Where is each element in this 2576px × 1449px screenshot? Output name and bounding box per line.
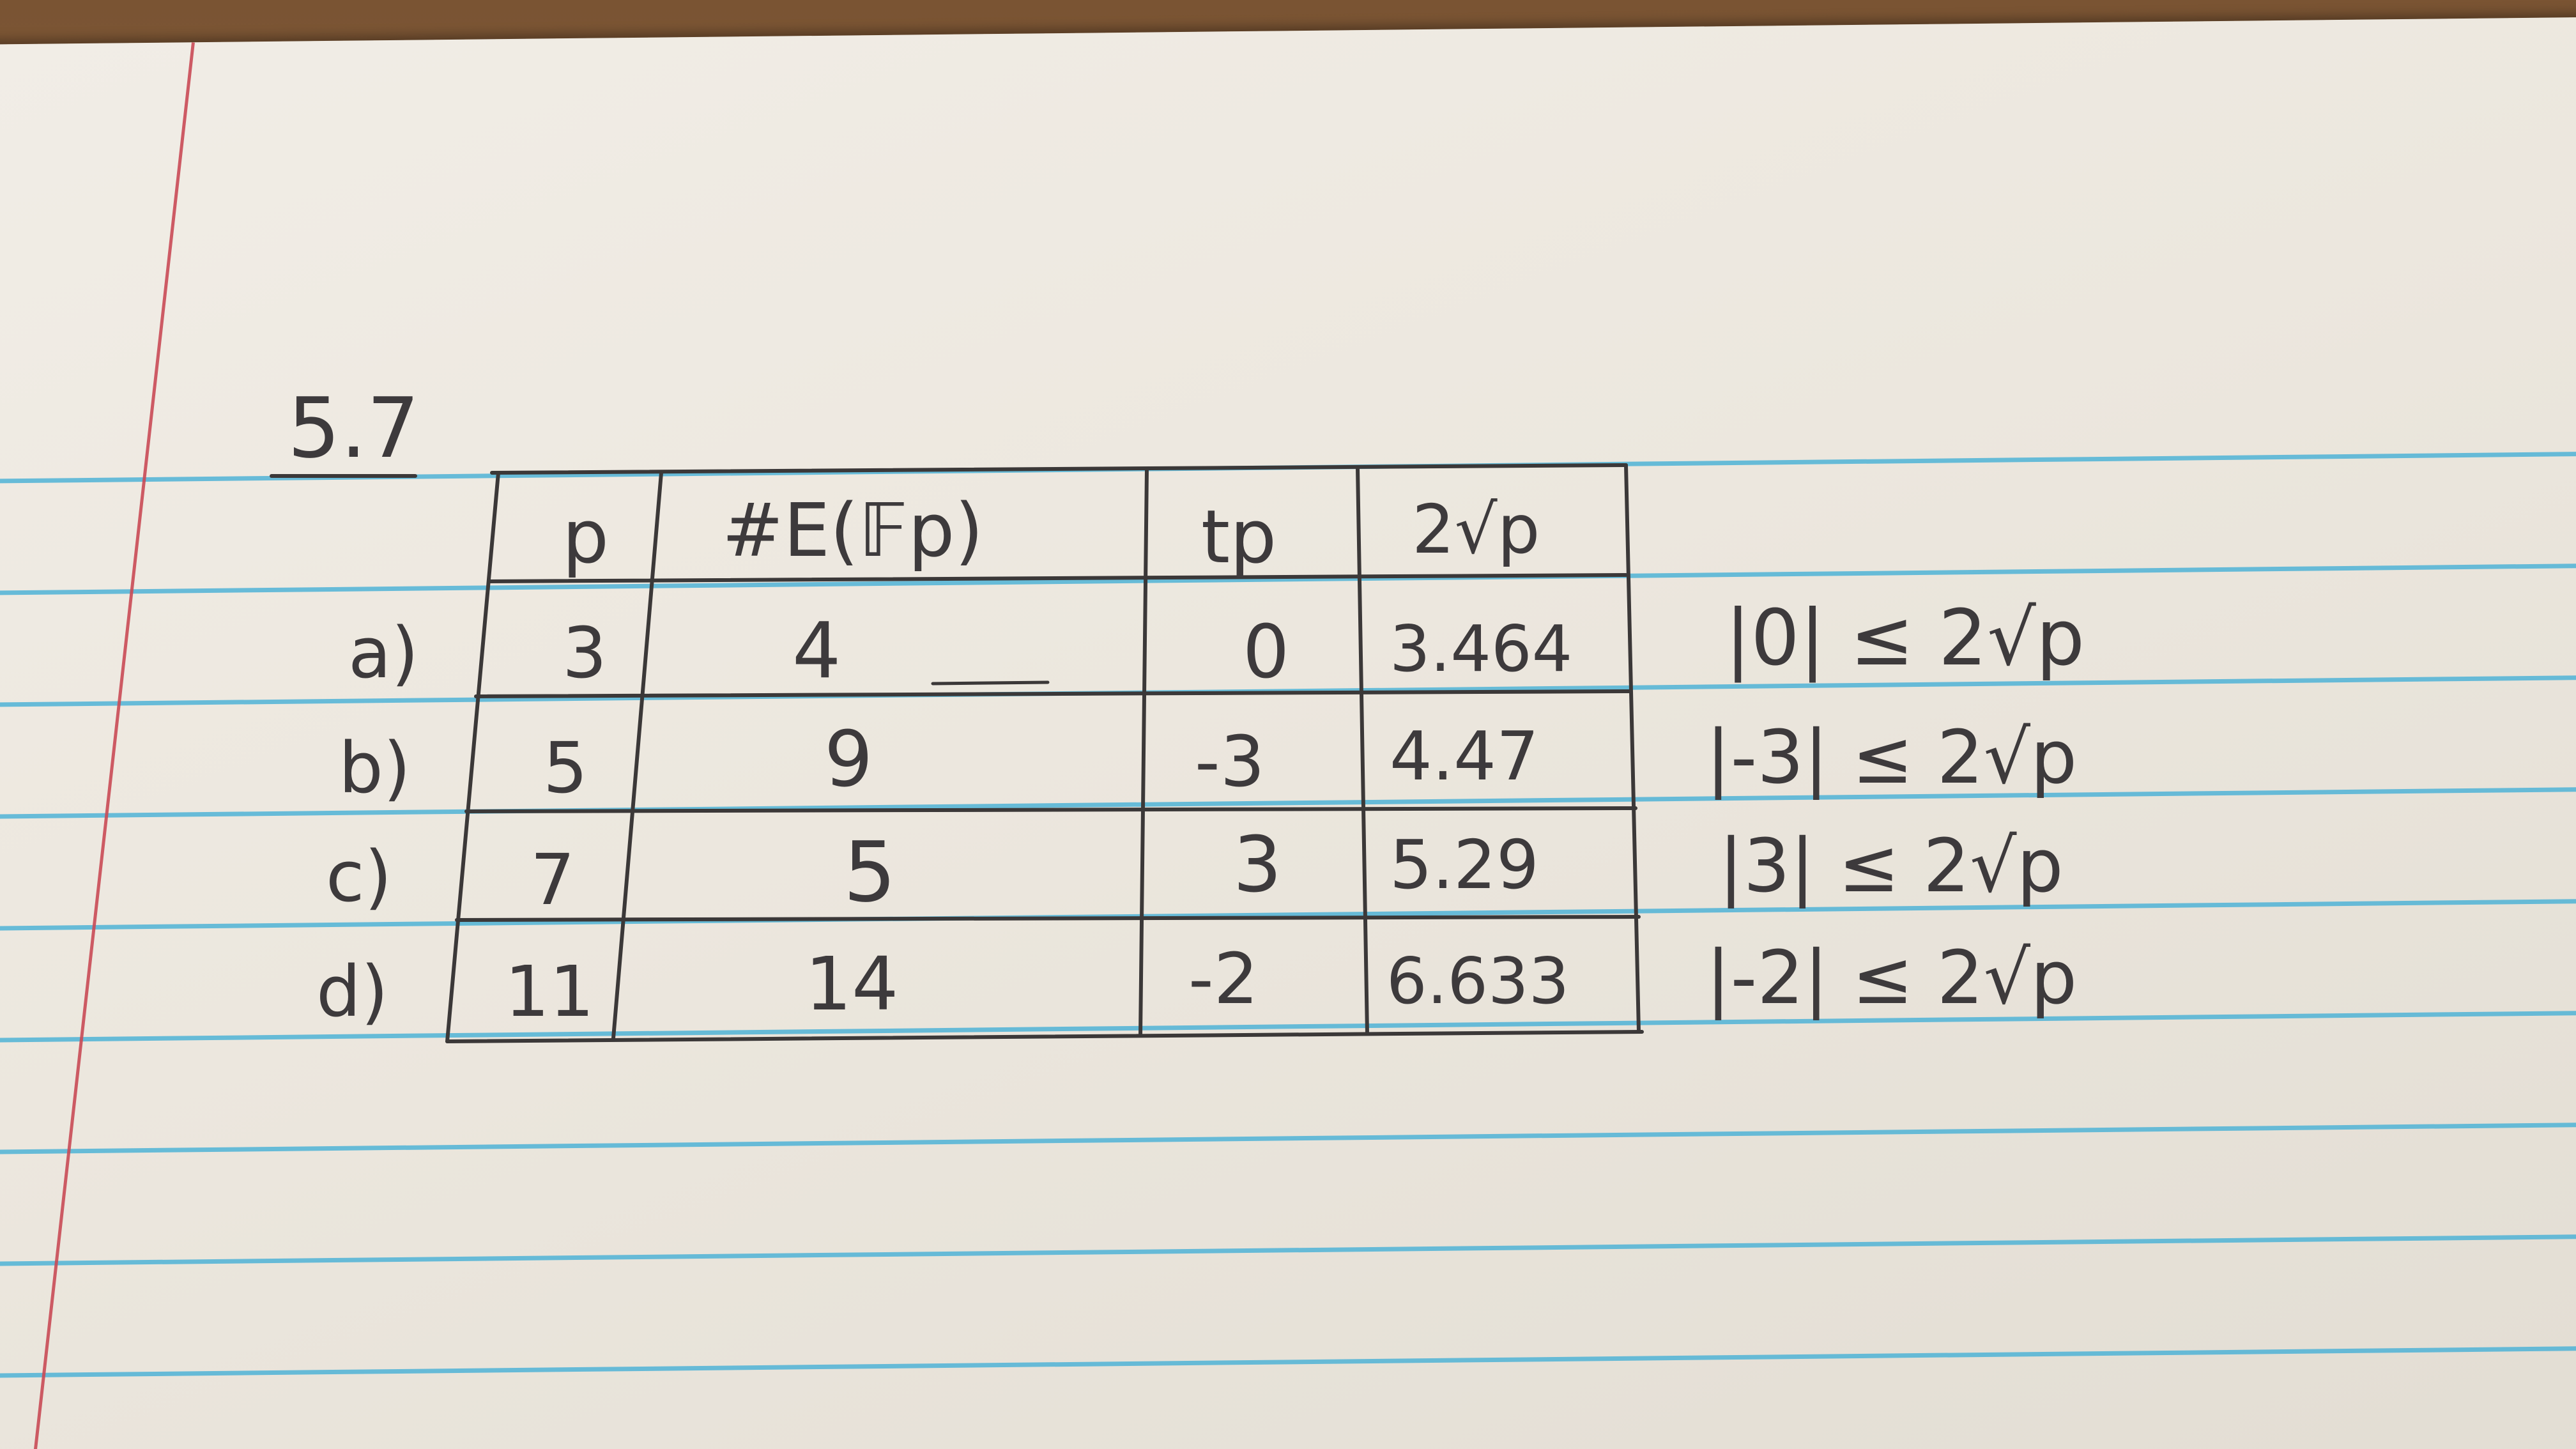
stray-underline [931,680,1050,686]
cell-check: |-3| ≤ 2√p [1706,715,2077,801]
cell-bound: 6.633 [1386,944,1569,1018]
cell-p: 5 [543,727,588,809]
cell-count: 5 [843,824,896,921]
header-p: p [562,494,609,580]
table-header-row: p #E(𝔽p) tp 2√p [562,488,1540,580]
table-row: d) 11 14 -2 6.633 |-2| ≤ 2√p [316,935,2077,1032]
cell-count: 14 [805,942,898,1027]
cell-count: 9 [824,716,873,804]
header-count: #E(𝔽p) [722,488,983,574]
cell-check: |3| ≤ 2√p [1719,824,2064,909]
cell-p: 7 [530,839,575,921]
row-label: a) [348,612,418,694]
header-bound: 2√p [1412,491,1540,569]
row-label: c) [326,836,392,917]
cell-tp: 3 [1233,821,1282,910]
cell-check: |-2| ≤ 2√p [1706,935,2077,1021]
table-row: a) 3 4 0 3.464 |0| ≤ 2√p [348,594,2085,696]
header-tp: tp [1201,494,1276,580]
cell-bound: 3.464 [1390,611,1572,686]
row-label: b) [339,727,411,809]
section-title: 5.7 [288,379,420,477]
cell-bound: 4.47 [1390,717,1539,795]
cell-tp: -3 [1195,721,1265,802]
table-row: c) 7 5 3 5.29 |3| ≤ 2√p [326,821,2064,921]
cell-check: |0| ≤ 2√p [1725,594,2085,683]
cell-p: 11 [505,951,594,1032]
table-row: b) 5 9 -3 4.47 |-3| ≤ 2√p [339,715,2077,809]
cell-p: 3 [562,612,607,694]
row-label: d) [316,951,388,1032]
cell-count: 4 [792,607,841,696]
table-grid [445,463,1644,1043]
cell-bound: 5.29 [1390,826,1539,904]
cell-tp: -2 [1188,938,1259,1020]
cell-tp: 0 [1243,610,1289,695]
